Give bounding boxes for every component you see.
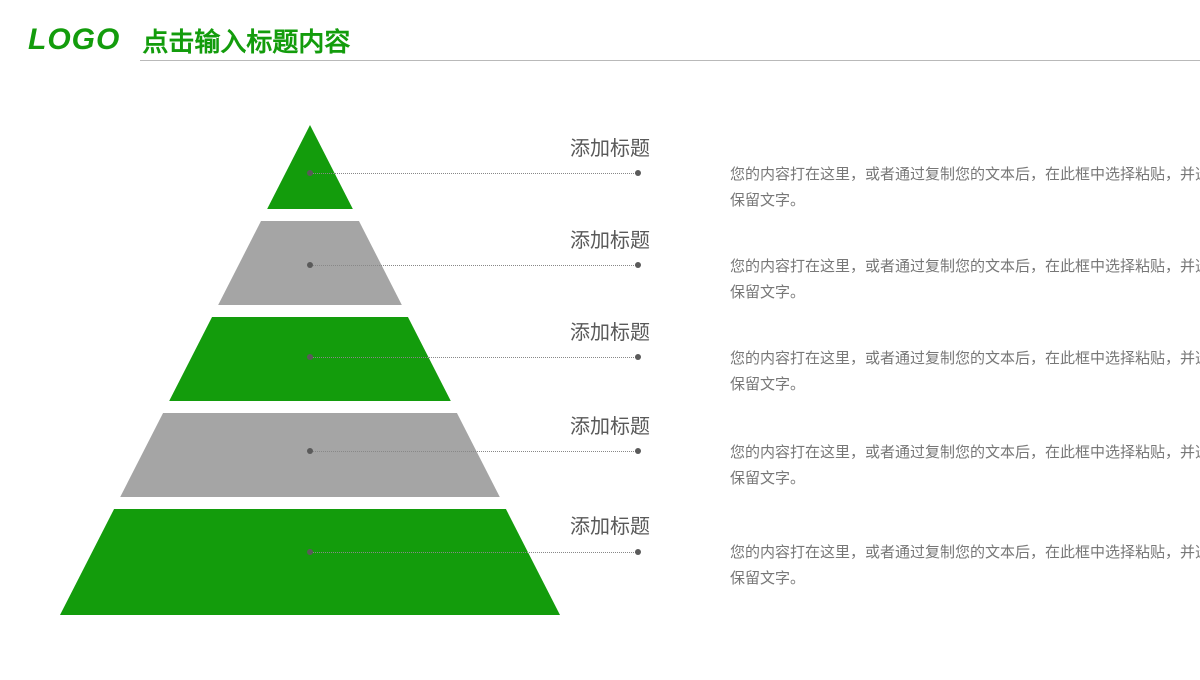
connector-dot-start-5 xyxy=(307,549,313,555)
connector-dot-end-4 xyxy=(635,448,641,454)
connector-dot-start-2 xyxy=(307,262,313,268)
header-divider xyxy=(140,60,1200,61)
connector-line-1 xyxy=(310,173,638,174)
pyramid-level-1 xyxy=(267,125,353,209)
connector-dot-end-3 xyxy=(635,354,641,360)
connector-line-3 xyxy=(310,357,638,358)
item-body-1: 您的内容打在这里，或者通过复制您的文本后，在此框中选择粘贴，并选择只保留文字。 xyxy=(730,162,1200,213)
pyramid-diagram xyxy=(60,125,560,615)
item-title-4: 添加标题 xyxy=(570,410,650,439)
item-title-5: 添加标题 xyxy=(570,510,650,539)
item-title-2: 添加标题 xyxy=(570,224,650,253)
connector-dot-start-3 xyxy=(307,354,313,360)
connector-dot-end-2 xyxy=(635,262,641,268)
item-body-5: 您的内容打在这里，或者通过复制您的文本后，在此框中选择粘贴，并选择只保留文字。 xyxy=(730,540,1200,591)
connector-line-5 xyxy=(310,552,638,553)
item-body-2: 您的内容打在这里，或者通过复制您的文本后，在此框中选择粘贴，并选择只保留文字。 xyxy=(730,254,1200,305)
connector-dot-start-4 xyxy=(307,448,313,454)
connector-dot-start-1 xyxy=(307,170,313,176)
pyramid-level-4 xyxy=(120,413,500,497)
item-body-3: 您的内容打在这里，或者通过复制您的文本后，在此框中选择粘贴，并选择只保留文字。 xyxy=(730,346,1200,397)
item-title-3: 添加标题 xyxy=(570,316,650,345)
logo-text: LOGO xyxy=(28,23,120,57)
connector-line-2 xyxy=(310,265,638,266)
item-body-4: 您的内容打在这里，或者通过复制您的文本后，在此框中选择粘贴，并选择只保留文字。 xyxy=(730,440,1200,491)
pyramid-level-5 xyxy=(60,509,560,615)
page-title: 点击输入标题内容 xyxy=(142,22,350,59)
connector-dot-end-5 xyxy=(635,549,641,555)
header: LOGO 点击输入标题内容 xyxy=(0,18,1200,62)
connector-dot-end-1 xyxy=(635,170,641,176)
item-title-1: 添加标题 xyxy=(570,132,650,161)
connector-line-4 xyxy=(310,451,638,452)
